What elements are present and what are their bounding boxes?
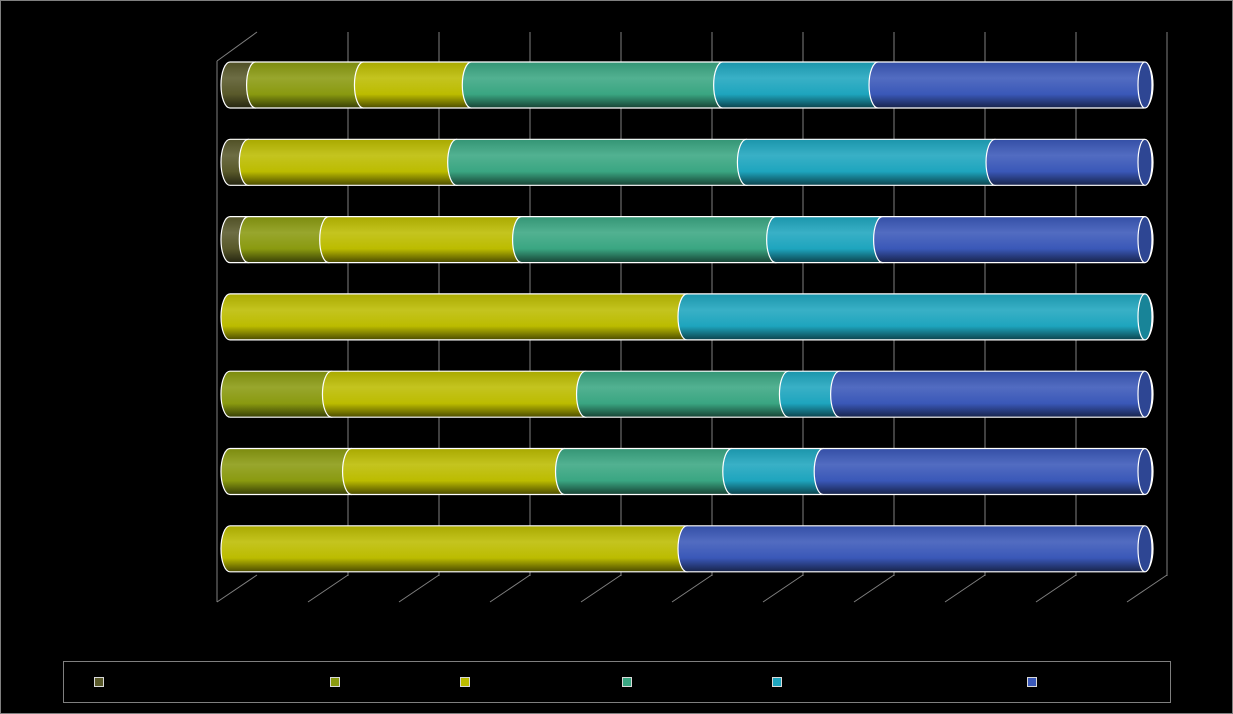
legend-swatch [460,677,470,687]
floor-gridline [1035,574,1077,603]
bar-segment [220,293,697,341]
floor-gridline [489,574,531,603]
bar-segment [321,370,596,418]
legend-swatch [772,677,782,687]
floor-gridline [580,574,622,603]
bar-segment [220,525,697,573]
bar-segment [766,216,893,264]
floor-gridline [762,574,804,603]
bar-segment [677,525,1154,573]
floor-gridline [398,574,440,603]
legend-swatch [622,677,632,687]
floor-gridline [671,574,713,603]
bar-row [220,216,1154,264]
bar-segment [461,61,733,109]
bar-end-cap [1137,293,1153,341]
bar-segment [813,447,1154,496]
bar-segment [246,61,374,109]
bar-segment [554,447,742,496]
floor-gridline [944,574,986,603]
bars [220,61,1154,573]
floor-gridline [216,574,258,603]
bar-row [220,447,1154,496]
bar-segment [447,138,756,186]
legend-swatch [94,677,104,687]
bar-segment [575,370,799,418]
bar-row [220,61,1154,109]
bar-end-cap [1137,525,1153,573]
bar-segment [873,216,1154,264]
bar-segment [985,138,1154,186]
bar-segment [736,138,1005,186]
legend-swatch [1027,677,1037,687]
bar-segment [830,370,1154,418]
bar-end-cap [1137,138,1153,186]
bar-end-cap [1137,216,1153,264]
bar-row [220,525,1154,573]
bar-segment [353,61,481,109]
bar-segment [713,61,888,109]
bar-end-cap [1137,61,1153,109]
axis-corner-line [216,31,258,62]
bar-row [220,293,1154,341]
bar-segment [868,61,1154,109]
bar-row [220,370,1154,418]
bar-segment [319,216,532,264]
bar-segment [341,447,575,496]
bar-segment [511,216,786,264]
bar-end-cap [1137,370,1153,418]
bar-end-cap [1137,447,1153,496]
floor-gridline [853,574,895,603]
legend [63,661,1171,703]
floor-gridline [1126,574,1168,603]
bar-segment [238,138,467,186]
bar-segment [220,447,362,496]
legend-swatch [330,677,340,687]
bar-segment [677,293,1154,341]
bar-row [220,138,1154,186]
floor-gridline [307,574,349,603]
